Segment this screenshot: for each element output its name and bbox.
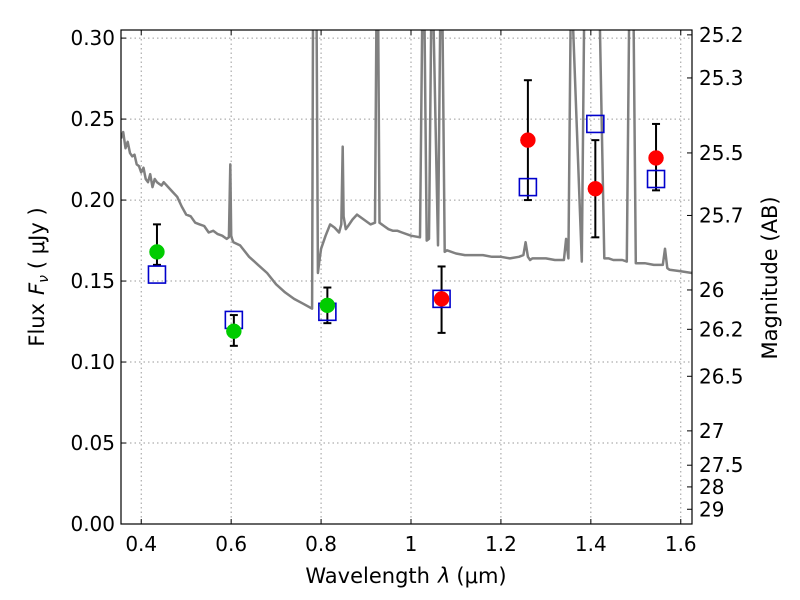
model-spectrum-line — [121, 30, 692, 310]
observed-optical-point — [319, 297, 336, 314]
spectrum-layer — [121, 30, 692, 310]
x-tick-label: 1.6 — [665, 532, 697, 556]
magnitude-tick-label: 26 — [699, 278, 724, 302]
model-square-marker — [646, 169, 666, 189]
observed-nir-point — [648, 150, 664, 166]
plot-frame — [120, 29, 693, 525]
x-tick-label: 1.2 — [485, 532, 517, 556]
x-axis-title: Wavelength λ (μm) — [305, 564, 506, 588]
observed-nir-point — [520, 132, 536, 148]
x-tick-label: 0.4 — [125, 532, 157, 556]
magnitude-tick-label: 25.7 — [699, 203, 744, 227]
y-tick-label: 0.25 — [70, 107, 115, 131]
x-tick-label: 1 — [405, 532, 418, 556]
magnitude-tick-label: 26.5 — [699, 364, 744, 388]
model-square-marker — [432, 289, 451, 309]
x-tick-label: 1.4 — [575, 532, 607, 556]
y2-axis-title: Magnitude (AB) — [758, 196, 782, 359]
model-square-marker — [586, 114, 605, 134]
magnitude-tick-label: 27 — [699, 419, 724, 443]
x-tick-label: 0.6 — [215, 532, 247, 556]
observed-nir-point — [587, 180, 604, 197]
y-tick-label: 0.15 — [70, 269, 115, 293]
y-tick-label: 0.20 — [70, 188, 115, 212]
magnitude-tick-label: 25.3 — [699, 66, 744, 90]
magnitude-tick-label: 28 — [699, 475, 724, 499]
grid-lines — [121, 30, 692, 525]
axes-ticks: 0.4 0.6 0.8 1 1.2 1.4 1.6 0.00 0.05 0.10 0.15 0.20 0… — [70, 23, 743, 556]
magnitude-tick-label: 29 — [699, 497, 724, 521]
observed-nir-point — [433, 291, 450, 307]
y-tick-label: 0.30 — [70, 26, 115, 50]
data-markers — [147, 79, 666, 347]
y-tick-label: 0.00 — [70, 512, 115, 536]
magnitude-tick-label: 26.2 — [699, 317, 744, 341]
y-tick-label: 0.10 — [70, 350, 115, 374]
magnitude-tick-label: 27.5 — [699, 453, 744, 477]
y-tick-label: 0.05 — [70, 431, 115, 455]
observed-optical-point — [149, 244, 165, 260]
y-axis-title: FluxFν( μJy ) — [25, 207, 52, 346]
model-square-marker — [518, 177, 538, 197]
observed-optical-point — [226, 323, 242, 340]
model-square-marker — [147, 265, 167, 284]
magnitude-tick-label: 25.5 — [699, 141, 744, 165]
x-tick-label: 0.8 — [305, 532, 337, 556]
magnitude-tick-label: 25.2 — [699, 23, 744, 47]
